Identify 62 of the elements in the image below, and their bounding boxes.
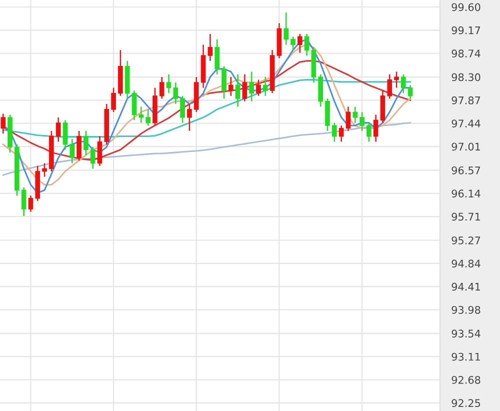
y-tick-label: 96.57 <box>452 166 480 174</box>
y-tick-label: 99.60 <box>452 3 480 12</box>
candlestick <box>297 33 302 54</box>
candlestick <box>352 106 358 124</box>
candlestick <box>187 103 192 132</box>
candlestick <box>42 162 47 178</box>
candlestick <box>387 74 392 100</box>
y-tick-label: 99.17 <box>452 26 480 34</box>
y-tick-label: 97.01 <box>452 142 480 151</box>
candlestick <box>173 82 178 105</box>
candlestick <box>21 186 26 217</box>
candlestick <box>62 119 68 150</box>
candlestick <box>373 114 378 142</box>
candlestick <box>70 138 75 164</box>
candlestick <box>346 106 351 132</box>
candlestick <box>284 12 289 46</box>
candlestick <box>401 74 406 94</box>
candlestick <box>0 113 6 134</box>
y-tick-label: 97.87 <box>452 96 480 104</box>
y-tick-label: 93.11 <box>452 352 480 361</box>
candlestick <box>208 33 213 62</box>
y-tick-label: 95.27 <box>452 236 480 244</box>
y-tick-label: 98.74 <box>452 50 480 58</box>
candlestick <box>56 116 61 142</box>
candlestick <box>138 106 144 124</box>
candlestick <box>132 90 137 121</box>
candlestick <box>332 122 337 142</box>
candlestick <box>228 76 234 97</box>
y-tick-label: 93.54 <box>452 330 480 338</box>
y-tick-label: 94.41 <box>452 282 480 291</box>
y-tick-label: 96.14 <box>452 190 480 198</box>
candlestick <box>408 84 413 100</box>
candlestick <box>290 36 296 51</box>
y-tick-label: 92.25 <box>452 399 480 408</box>
candlestick <box>90 146 96 170</box>
candlestick <box>180 95 185 124</box>
y-tick-label: 97.44 <box>452 120 480 128</box>
candlestick <box>76 130 82 162</box>
candlestick <box>159 76 164 100</box>
candlestick <box>84 130 88 156</box>
candlestick <box>111 87 116 113</box>
candlestick <box>366 122 372 142</box>
y-tick-label: 94.84 <box>452 260 480 268</box>
candlestick <box>166 74 172 94</box>
y-tick-label: 92.68 <box>452 376 480 384</box>
candlestick <box>249 71 254 102</box>
candlestick <box>360 111 364 132</box>
y-tick-label: 98.30 <box>452 73 480 82</box>
y-tick-label: 95.71 <box>452 212 480 221</box>
candlestick <box>146 108 150 126</box>
candlestick <box>242 74 248 102</box>
candlestick <box>222 66 226 100</box>
candlestick <box>28 194 34 212</box>
candlestick <box>214 38 220 75</box>
candlestick <box>235 74 240 108</box>
candlestick <box>97 136 102 167</box>
candlestick <box>304 33 310 56</box>
y-tick-label: 93.98 <box>452 306 480 314</box>
candlestick <box>338 124 344 142</box>
candlestick <box>256 79 261 97</box>
candlestick <box>394 71 399 88</box>
candlestick <box>262 76 268 97</box>
